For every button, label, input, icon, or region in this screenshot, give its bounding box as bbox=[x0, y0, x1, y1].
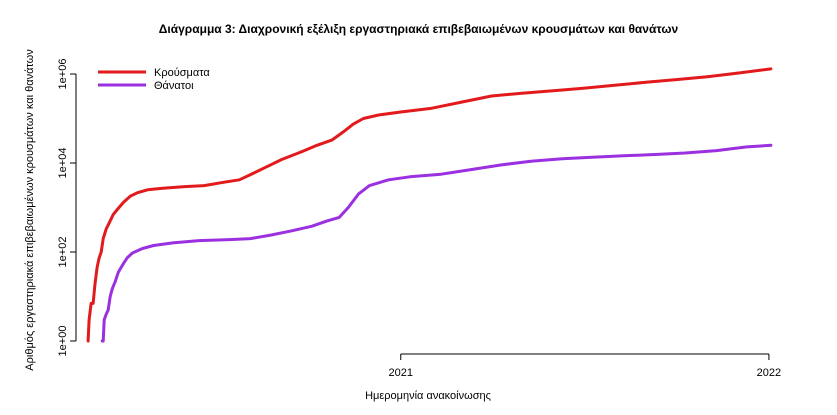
y-tick-label: 1e+04 bbox=[57, 148, 69, 179]
y-axis-label: Αριθμός εργαστηριακά επιβεβαιωμένων κρου… bbox=[24, 49, 36, 371]
series-line-1 bbox=[100, 143, 773, 343]
legend-label-1: Θάνατοι bbox=[154, 80, 194, 92]
x-axis-label: Ημερομηνία ανακοίνωσης bbox=[365, 390, 491, 402]
x-tick-label: 2022 bbox=[757, 367, 781, 379]
series-lines bbox=[86, 67, 773, 343]
x-axis-ticks: 2021 2022 bbox=[389, 354, 781, 379]
chart-axes bbox=[75, 74, 769, 355]
y-tick-label: 1e+00 bbox=[57, 326, 69, 357]
chart-title: Διάγραμμα 3: Διαχρονική εξέλιξη εργαστηρ… bbox=[158, 22, 679, 36]
y-axis-ticks: 1e+00 1e+02 1e+04 1e+06 bbox=[57, 59, 76, 357]
y-tick-label: 1e+06 bbox=[57, 59, 69, 90]
series-line-0 bbox=[86, 67, 773, 343]
x-tick-label: 2021 bbox=[389, 367, 413, 379]
legend-label-0: Κρούσματα bbox=[154, 67, 210, 79]
y-tick-label: 1e+02 bbox=[57, 237, 69, 268]
